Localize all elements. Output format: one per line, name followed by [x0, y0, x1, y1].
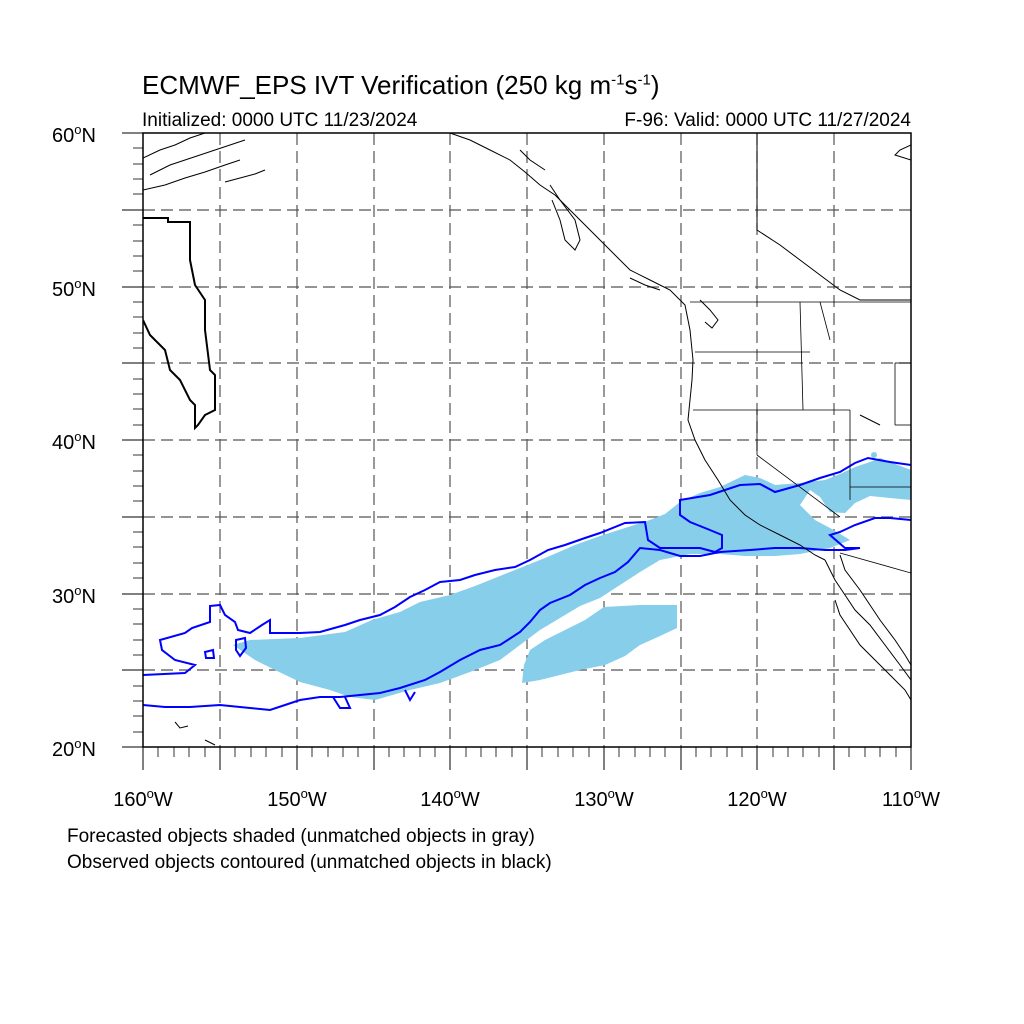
observed-unmatched-contour [143, 217, 216, 431]
lon-label-160: 160oW [113, 786, 173, 811]
valid-time: F-96: Valid: 0000 UTC 11/27/2024 [624, 110, 911, 131]
lon-label-140: 140oW [420, 786, 480, 811]
lon-label-120: 120oW [727, 786, 787, 811]
initialized-time: Initialized: 0000 UTC 11/23/2024 [142, 110, 418, 131]
latitude-labels: 60oN 50oN 40oN 30oN 20oN [52, 122, 96, 761]
tick-marks [122, 132, 912, 770]
lon-label-150: 150oW [267, 786, 327, 811]
lon-label-110: 110oW [882, 786, 940, 811]
longitude-labels: 160oW 150oW 140oW 130oW 120oW 110oW [113, 786, 940, 811]
forecast-legend-note: Forecasted objects shaded (unmatched obj… [67, 826, 535, 847]
lon-label-130: 130oW [574, 786, 634, 811]
observed-object-contours [143, 456, 911, 712]
lat-label-60: 60oN [52, 122, 96, 147]
lat-label-30: 30oN [52, 583, 96, 608]
forecast-object-main [233, 452, 911, 700]
lat-label-40: 40oN [52, 429, 96, 454]
lat-label-50: 50oN [52, 276, 96, 301]
state-borders [690, 301, 911, 574]
observed-legend-note: Observed objects contoured (unmatched ob… [67, 852, 552, 873]
map-title: ECMWF_EPS IVT Verification (250 kg m-1s-… [142, 70, 660, 100]
coastlines [143, 133, 911, 746]
minor-ticks [133, 147, 897, 757]
lat-label-20: 20oN [52, 736, 96, 761]
